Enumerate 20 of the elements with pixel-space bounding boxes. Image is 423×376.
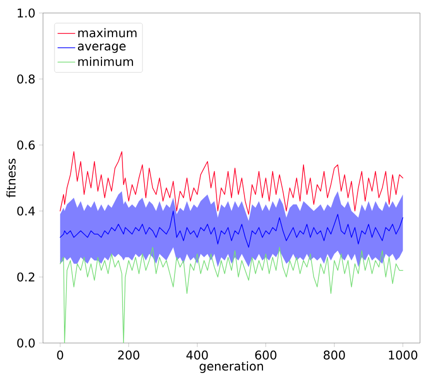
line-series [60, 246, 404, 343]
line-series [60, 151, 404, 215]
legend-label: maximum [78, 28, 136, 38]
x-tick-label: 400 [186, 350, 208, 360]
y-tick-label: 1.0 [18, 8, 35, 18]
y-tick-label: 0.8 [17, 74, 35, 84]
line-series [60, 210, 404, 248]
x-tick-label: 0 [57, 350, 64, 360]
x-tick-label: 200 [118, 350, 140, 360]
y-axis-title: fitness [6, 158, 16, 198]
legend-label: minimum [78, 56, 133, 66]
y-tick-label: 0.2 [17, 272, 34, 282]
legend-label: average [78, 44, 126, 53]
y-tick-label: 0.6 [17, 140, 35, 150]
x-tick-label: 1000 [388, 350, 418, 360]
y-tick-label: 0.0 [17, 338, 35, 348]
x-tick-label: 600 [255, 350, 276, 360]
x-axis-title: generation [200, 361, 263, 373]
x-tick-label: 800 [324, 350, 345, 360]
y-tick-label: 0.4 [17, 206, 35, 216]
